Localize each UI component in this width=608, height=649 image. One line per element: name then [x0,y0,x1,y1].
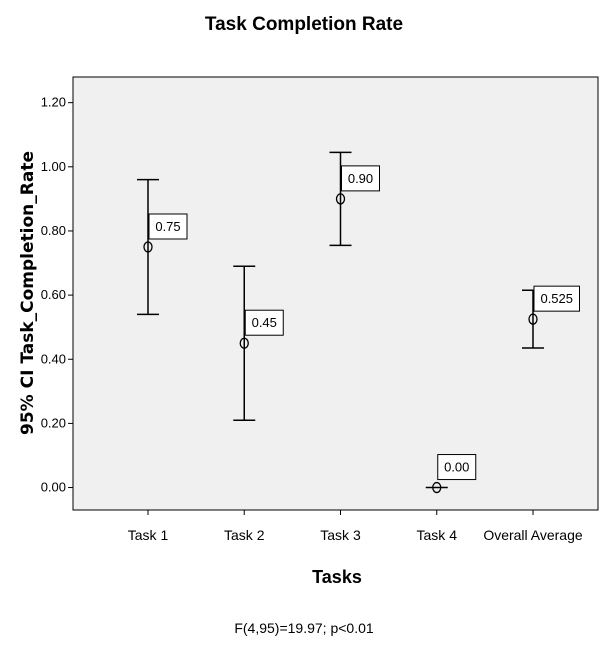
data-label: 0.00 [444,460,469,475]
y-tick-label: 0.20 [41,415,66,430]
error-bar-group: 0.45 [233,265,284,421]
error-bar-group: 0.525 [522,285,580,349]
chart-title: Task Completion Rate [205,14,403,35]
data-label-box [533,285,580,312]
data-label-box [341,165,380,192]
data-label: 0.75 [155,219,180,234]
x-tick-label: Task 2 [224,527,265,543]
y-axis-label: 95% CI Task_Completion_Rate [18,151,38,435]
data-label-box [437,454,477,481]
data-label-box [148,213,188,240]
x-tick-label: Task 4 [417,527,458,543]
mean-marker [335,193,346,205]
data-label: 0.45 [252,315,277,330]
data-label: 0.90 [348,171,373,186]
error-bars: 0.75 0.45 0.90 0.00 0.525 [137,151,580,494]
error-bar-group: 0.75 [137,178,188,316]
f-statistic-footnote: F(4,95)=19.97; p<0.01 [234,620,374,636]
y-tick-label: 1.20 [41,95,66,110]
y-tick-label: 0.40 [41,351,66,366]
mean-marker [239,337,249,349]
x-tick-label: Task 3 [320,527,361,543]
error-bar-group: 0.90 [329,151,380,247]
y-tick-label: 0.60 [41,287,66,302]
x-ticks: Task 1 Task 2 Task 3 Task 4 Overall Average [128,510,583,543]
data-label: 0.525 [540,291,573,306]
y-ticks: 0.00 0.20 0.40 0.60 0.80 1.00 1.20 [41,95,73,495]
x-tick-label: Overall Average [483,527,583,543]
plot-area [72,76,599,511]
mean-marker [143,241,153,253]
error-bar-group: 0.00 [425,454,477,494]
mean-marker [528,313,538,325]
x-tick-label: Task 1 [128,527,169,543]
y-tick-label: 0.00 [41,480,66,495]
data-label-box [244,309,284,336]
y-tick-label: 0.80 [41,223,66,238]
mean-marker [432,481,442,494]
y-tick-label: 1.00 [41,159,66,174]
x-axis-label: Tasks [312,567,362,587]
